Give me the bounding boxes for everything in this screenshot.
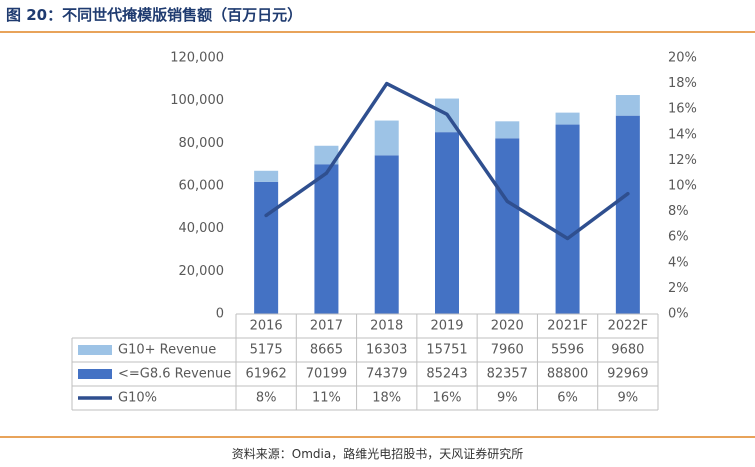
y-axis-tick-label: 0 bbox=[216, 307, 224, 322]
y2-axis-tick-label: 0% bbox=[668, 307, 689, 322]
x-axis-category-label: 2020 bbox=[491, 319, 524, 334]
figure-title: 图 20：不同世代掩模版销售额（百万日元） bbox=[6, 6, 303, 24]
bar-g86-revenue bbox=[495, 138, 520, 314]
y-axis-tick-label: 120,000 bbox=[170, 51, 224, 66]
bar-g86-revenue bbox=[314, 164, 339, 314]
y-axis-tick-label: 20,000 bbox=[179, 264, 225, 279]
g10-share-point bbox=[566, 236, 570, 240]
bar-g86-revenue bbox=[254, 181, 279, 314]
legend-label: <=G8.6 Revenue bbox=[118, 367, 231, 382]
bar-g10plus-revenue bbox=[314, 145, 339, 165]
legend-label: G10+ Revenue bbox=[118, 343, 216, 358]
table-cell: 15751 bbox=[426, 343, 467, 358]
table-cell: 82357 bbox=[487, 367, 528, 382]
x-axis-category-label: 2017 bbox=[310, 319, 343, 334]
y2-axis-tick-label: 20% bbox=[668, 51, 697, 66]
table-cell: 11% bbox=[312, 391, 341, 406]
bar-g86-revenue bbox=[555, 124, 580, 314]
table-cell: 61962 bbox=[245, 367, 286, 382]
table-cell: 9% bbox=[618, 391, 639, 406]
y-axis-tick-label: 40,000 bbox=[179, 221, 225, 236]
table-cell: 8665 bbox=[310, 343, 343, 358]
table-cell: 8% bbox=[256, 391, 277, 406]
bar-g10plus-revenue bbox=[615, 95, 640, 116]
bar-g10plus-revenue bbox=[374, 120, 399, 156]
table-cell: 9% bbox=[497, 391, 518, 406]
table-cell: 18% bbox=[372, 391, 401, 406]
bar-g86-revenue bbox=[374, 155, 399, 314]
g10-share-point bbox=[264, 213, 268, 217]
x-axis-category-label: 2019 bbox=[430, 319, 463, 334]
x-axis-category-label: 2022F bbox=[608, 319, 649, 334]
table-cell: 16% bbox=[433, 391, 462, 406]
y2-axis-tick-label: 4% bbox=[668, 255, 689, 270]
g10-share-point bbox=[324, 171, 328, 175]
table-cell: 85243 bbox=[426, 367, 467, 382]
figure-source: 资料来源：Omdia，路维光电招股书，天风证券研究所 bbox=[231, 447, 524, 461]
y-axis-tick-label: 60,000 bbox=[179, 179, 225, 194]
y2-axis-tick-label: 14% bbox=[668, 127, 697, 142]
table-cell: 5175 bbox=[250, 343, 283, 358]
table-cell: 9680 bbox=[611, 343, 644, 358]
g10-share-point bbox=[445, 112, 449, 116]
bar-g86-revenue bbox=[435, 132, 459, 314]
table-cell: 92969 bbox=[607, 367, 648, 382]
y2-axis-tick-label: 12% bbox=[668, 153, 697, 168]
x-axis-category-label: 2018 bbox=[370, 319, 403, 334]
table-cell: 16303 bbox=[366, 343, 407, 358]
x-axis-category-label: 2016 bbox=[250, 319, 283, 334]
g10-share-point bbox=[626, 192, 630, 196]
y2-axis-tick-label: 16% bbox=[668, 102, 697, 117]
table-cell: 5596 bbox=[551, 343, 584, 358]
revenue-by-generation-chart: 0 20,000 40,000 60,000 80,000 100,000 120,000 0… bbox=[71, 51, 697, 411]
y-axis-tick-label: 80,000 bbox=[179, 136, 225, 151]
x-axis-category-label: 2021F bbox=[547, 319, 588, 334]
g10-share-point bbox=[385, 82, 389, 86]
legend-key bbox=[78, 369, 112, 379]
legend-key bbox=[78, 345, 112, 355]
top-divider bbox=[0, 31, 755, 33]
bottom-divider bbox=[0, 436, 755, 438]
y-axis-tick-label: 100,000 bbox=[170, 93, 224, 108]
y2-axis-tick-label: 18% bbox=[668, 76, 697, 91]
bar-g10plus-revenue bbox=[495, 121, 520, 139]
y2-axis-tick-label: 2% bbox=[668, 281, 689, 296]
table-cell: 88800 bbox=[547, 367, 588, 382]
y2-axis-tick-label: 10% bbox=[668, 179, 697, 194]
table-cell: 74379 bbox=[366, 367, 407, 382]
bar-g10plus-revenue bbox=[254, 170, 279, 182]
bar-g10plus-revenue bbox=[555, 112, 580, 125]
table-cell: 70199 bbox=[306, 367, 347, 382]
g10-share-point bbox=[505, 199, 509, 203]
y2-axis-tick-label: 6% bbox=[668, 230, 689, 245]
table-cell: 7960 bbox=[491, 343, 524, 358]
y2-axis-tick-label: 8% bbox=[668, 204, 689, 219]
table-cell: 6% bbox=[557, 391, 578, 406]
legend-label: G10% bbox=[118, 391, 157, 406]
bar-g86-revenue bbox=[615, 115, 640, 314]
